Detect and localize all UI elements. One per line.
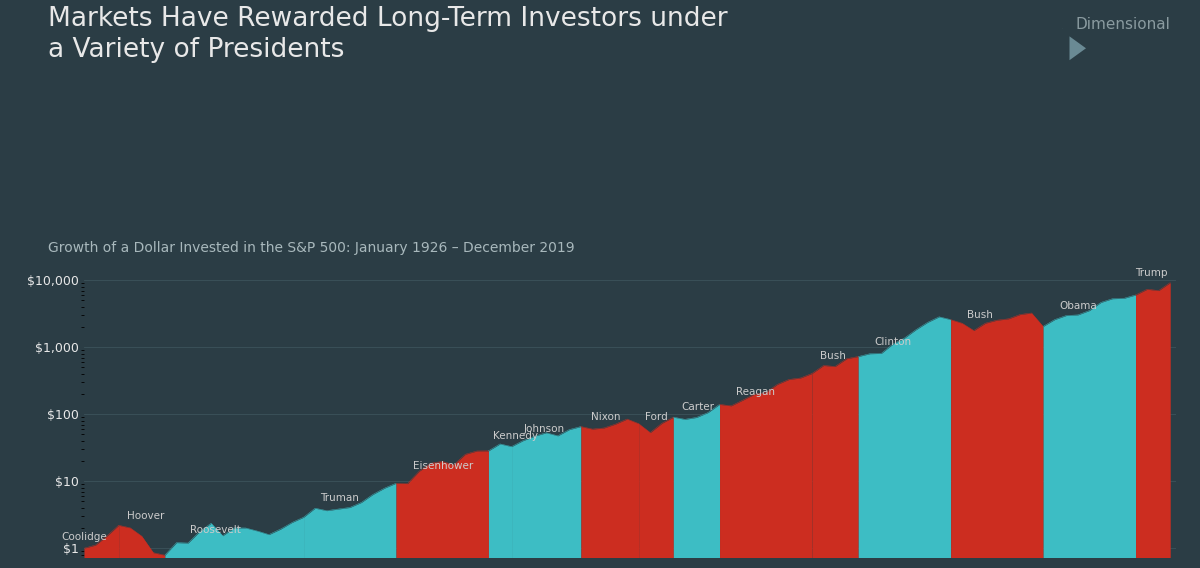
Text: Markets Have Rewarded Long-Term Investors under
a Variety of Presidents: Markets Have Rewarded Long-Term Investor… xyxy=(48,6,727,62)
Text: Reagan: Reagan xyxy=(736,386,775,396)
Text: Nixon: Nixon xyxy=(592,412,620,423)
Text: Growth of a Dollar Invested in the S&P 500: January 1926 – December 2019: Growth of a Dollar Invested in the S&P 5… xyxy=(48,241,575,256)
Text: Bush: Bush xyxy=(821,351,846,361)
Text: Roosevelt: Roosevelt xyxy=(190,525,241,534)
Text: Obama: Obama xyxy=(1060,301,1098,311)
Text: Carter: Carter xyxy=(682,402,715,412)
Text: Coolidge: Coolidge xyxy=(62,532,108,542)
Text: Clinton: Clinton xyxy=(875,337,912,347)
Text: Kennedy: Kennedy xyxy=(493,432,538,441)
Text: Johnson: Johnson xyxy=(524,424,565,434)
Text: Bush: Bush xyxy=(967,311,994,320)
Text: Dimensional: Dimensional xyxy=(1075,17,1170,32)
Text: Eisenhower: Eisenhower xyxy=(413,461,473,471)
Polygon shape xyxy=(1069,36,1086,60)
Text: Hoover: Hoover xyxy=(127,511,164,521)
Text: Truman: Truman xyxy=(320,493,359,503)
Text: Trump: Trump xyxy=(1135,268,1168,278)
Text: Ford: Ford xyxy=(644,412,667,423)
